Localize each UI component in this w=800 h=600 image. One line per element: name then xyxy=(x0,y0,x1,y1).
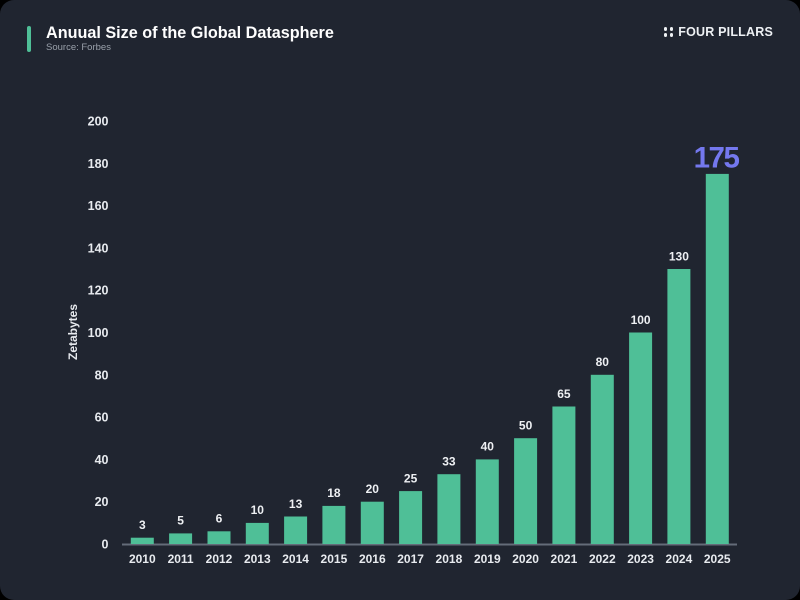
svg-text:130: 130 xyxy=(669,249,689,263)
svg-text:18: 18 xyxy=(327,486,341,500)
svg-text:2015: 2015 xyxy=(321,552,348,566)
svg-text:20: 20 xyxy=(366,482,380,496)
svg-text:40: 40 xyxy=(95,453,109,467)
svg-text:2018: 2018 xyxy=(436,552,463,566)
svg-text:6: 6 xyxy=(216,512,223,526)
svg-text:100: 100 xyxy=(88,326,109,340)
svg-text:13: 13 xyxy=(289,497,303,511)
svg-text:120: 120 xyxy=(88,284,109,298)
svg-text:100: 100 xyxy=(631,313,651,327)
svg-text:2013: 2013 xyxy=(244,552,271,566)
svg-text:2010: 2010 xyxy=(129,552,156,566)
svg-text:2025: 2025 xyxy=(704,552,731,566)
svg-text:3: 3 xyxy=(139,518,146,532)
svg-text:20: 20 xyxy=(95,495,109,509)
svg-text:33: 33 xyxy=(442,455,456,469)
svg-text:2023: 2023 xyxy=(627,552,654,566)
svg-text:40: 40 xyxy=(481,440,495,454)
svg-text:2016: 2016 xyxy=(359,552,386,566)
svg-text:200: 200 xyxy=(88,115,109,129)
svg-text:80: 80 xyxy=(95,368,109,382)
svg-text:Zetabytes: Zetabytes xyxy=(66,304,80,360)
svg-text:10: 10 xyxy=(251,503,265,517)
svg-text:65: 65 xyxy=(557,387,571,401)
svg-text:2011: 2011 xyxy=(168,552,194,566)
svg-text:2014: 2014 xyxy=(282,552,309,566)
svg-text:2024: 2024 xyxy=(666,552,693,566)
svg-text:175: 175 xyxy=(694,141,740,174)
svg-text:5: 5 xyxy=(177,514,184,528)
svg-text:25: 25 xyxy=(404,471,418,485)
svg-text:0: 0 xyxy=(102,538,109,552)
svg-text:180: 180 xyxy=(88,157,109,171)
svg-text:2017: 2017 xyxy=(397,552,424,566)
svg-text:2022: 2022 xyxy=(589,552,616,566)
svg-text:140: 140 xyxy=(88,241,109,255)
svg-text:80: 80 xyxy=(596,355,610,369)
svg-text:2020: 2020 xyxy=(512,552,539,566)
svg-text:2021: 2021 xyxy=(551,552,578,566)
svg-text:2019: 2019 xyxy=(474,552,501,566)
svg-text:2012: 2012 xyxy=(206,552,233,566)
svg-text:160: 160 xyxy=(88,199,109,213)
svg-text:60: 60 xyxy=(95,411,109,425)
svg-text:50: 50 xyxy=(519,419,533,433)
